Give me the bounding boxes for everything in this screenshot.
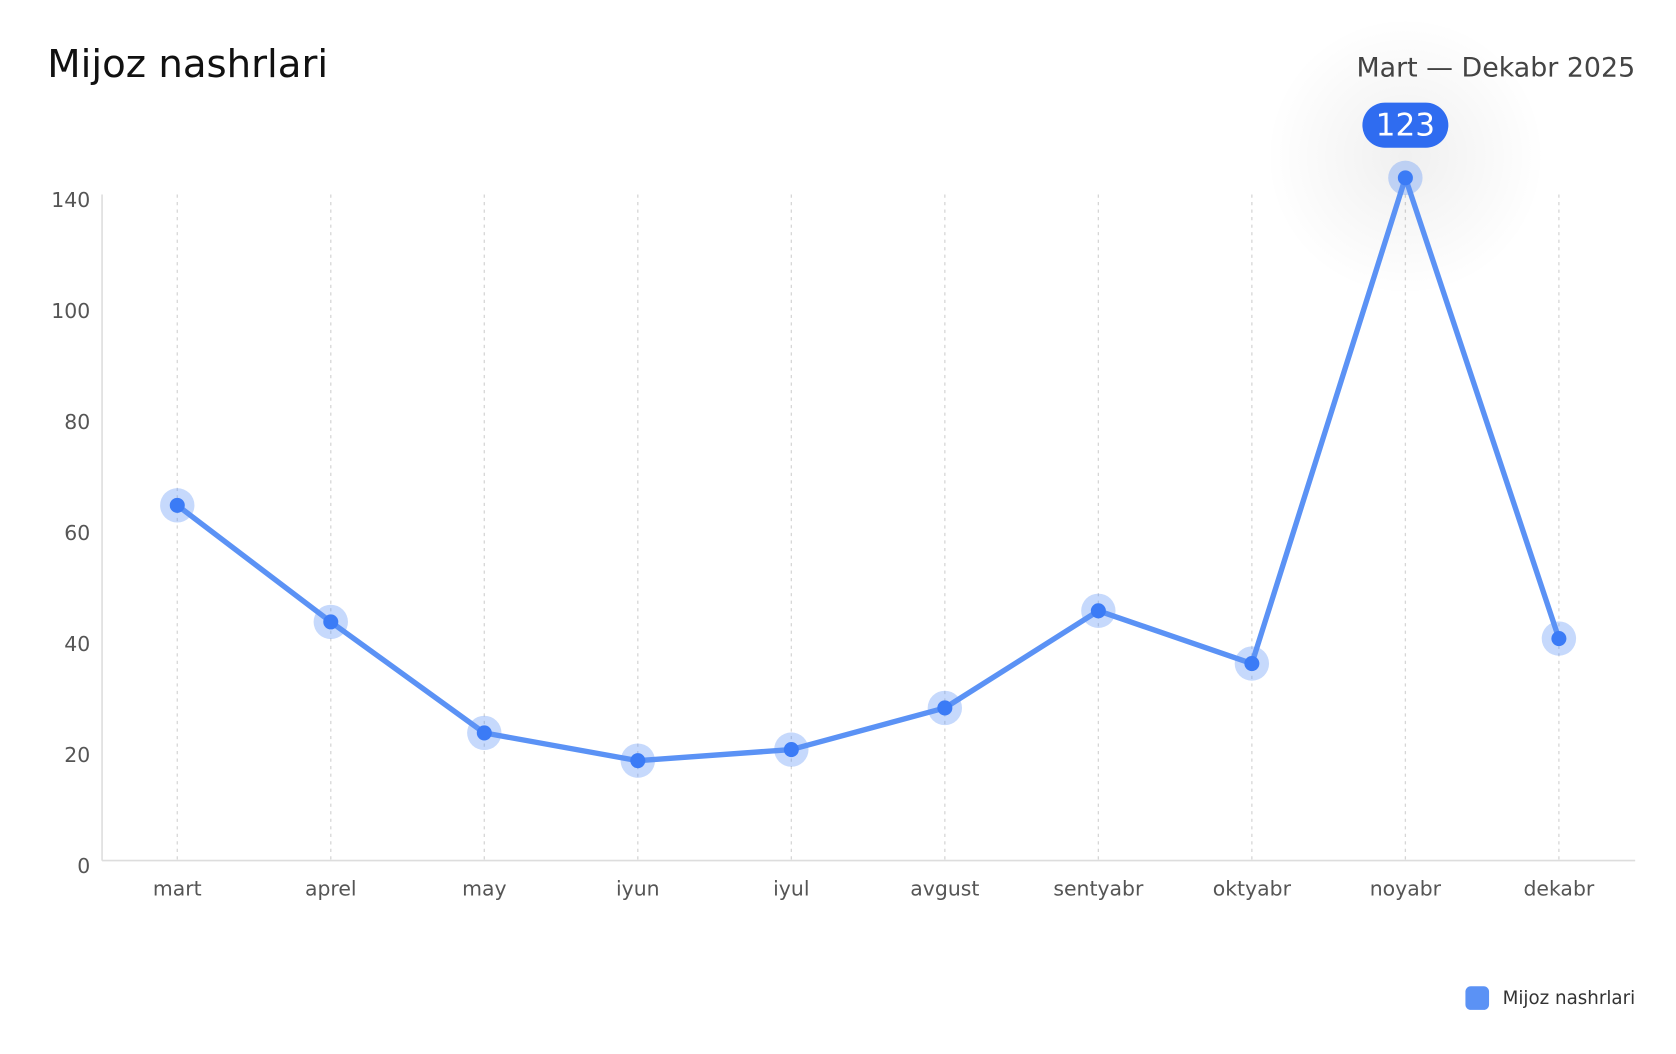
point [1551,631,1567,647]
highlight-glow [1265,16,1546,297]
y-tick-label: 0 [77,854,90,878]
point [1090,603,1106,619]
x-tick-label: avgust [910,877,979,901]
y-tick-label: 140 [51,188,90,212]
legend-swatch [1465,986,1490,1010]
x-tick-label: sentyabr [1053,877,1144,901]
line [175,175,1562,764]
point [169,497,185,513]
x-tick-label: oktyabr [1213,877,1292,901]
x-tick-label: aprel [305,877,357,901]
x-tick-label: mart [153,877,202,901]
point [630,753,646,769]
y-tick-label: 20 [64,743,90,767]
point [476,725,492,741]
point [1244,656,1260,672]
x-tick-label: dekabr [1523,877,1594,901]
y-tick-label: 100 [51,299,90,323]
value-label: 123 [1376,107,1435,143]
chart-title: Mijoz nashrlari [47,42,328,87]
point [1397,170,1413,186]
x-tick-label: iyun [616,877,660,901]
y-tick-label: 60 [64,521,90,545]
value-label-bg [1362,102,1449,148]
y-tick-label: 40 [64,632,90,656]
y-tick-label: 80 [64,410,90,434]
x-tick-label: may [462,877,506,901]
point [783,742,799,758]
legend-label: Mijoz nashrlari [1503,988,1636,1009]
point [323,614,339,630]
x-tick-label: noyabr [1370,877,1442,901]
point [937,700,953,716]
x-tick-label: iyul [773,877,809,901]
